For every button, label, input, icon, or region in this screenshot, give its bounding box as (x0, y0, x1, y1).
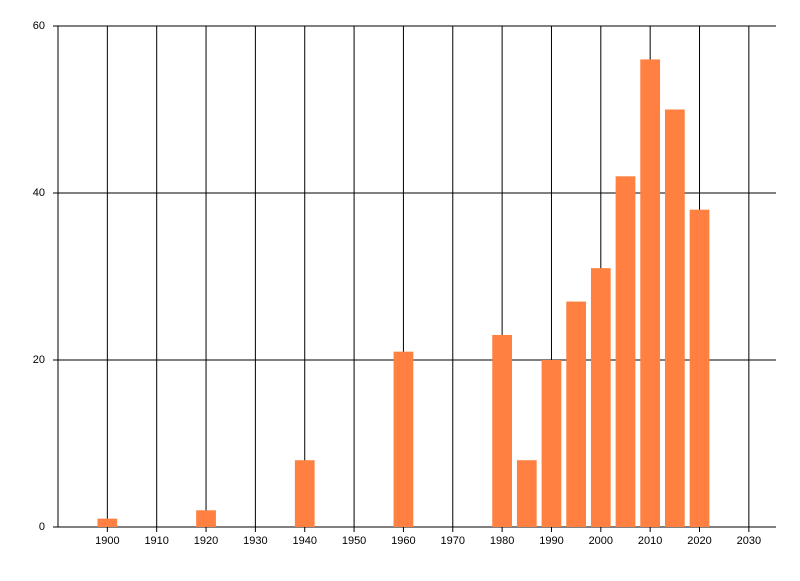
x-tick-label: 1990 (539, 535, 563, 547)
x-tick-label: 1970 (441, 535, 465, 547)
x-tick-label: 2020 (687, 535, 711, 547)
y-tick-label: 60 (33, 20, 45, 32)
bar (541, 360, 562, 527)
x-tick-label: 1980 (490, 535, 514, 547)
x-tick-label: 2030 (737, 535, 761, 547)
bar (640, 59, 661, 528)
bar (196, 510, 216, 527)
x-tick-label: 1940 (292, 535, 316, 547)
y-tick-label: 40 (33, 187, 45, 199)
x-tick-label: 1920 (194, 535, 218, 547)
x-tick-label: 1900 (95, 535, 119, 547)
bar (294, 460, 315, 527)
y-tick-label: 20 (33, 354, 45, 366)
bar (566, 301, 587, 527)
bar (97, 518, 118, 527)
bar (664, 109, 685, 527)
bar (492, 334, 512, 527)
x-tick-label: 2010 (638, 535, 662, 547)
bar (590, 268, 611, 527)
bar (689, 209, 710, 527)
x-tick-label: 1910 (144, 535, 168, 547)
x-tick-label: 1960 (391, 535, 415, 547)
x-tick-label: 1950 (342, 535, 366, 547)
bar (516, 460, 537, 527)
x-tick-label: 1930 (243, 535, 267, 547)
bar (393, 351, 414, 527)
x-tick-label: 2000 (589, 535, 613, 547)
y-tick-label: 0 (39, 521, 45, 533)
bar (615, 176, 636, 528)
